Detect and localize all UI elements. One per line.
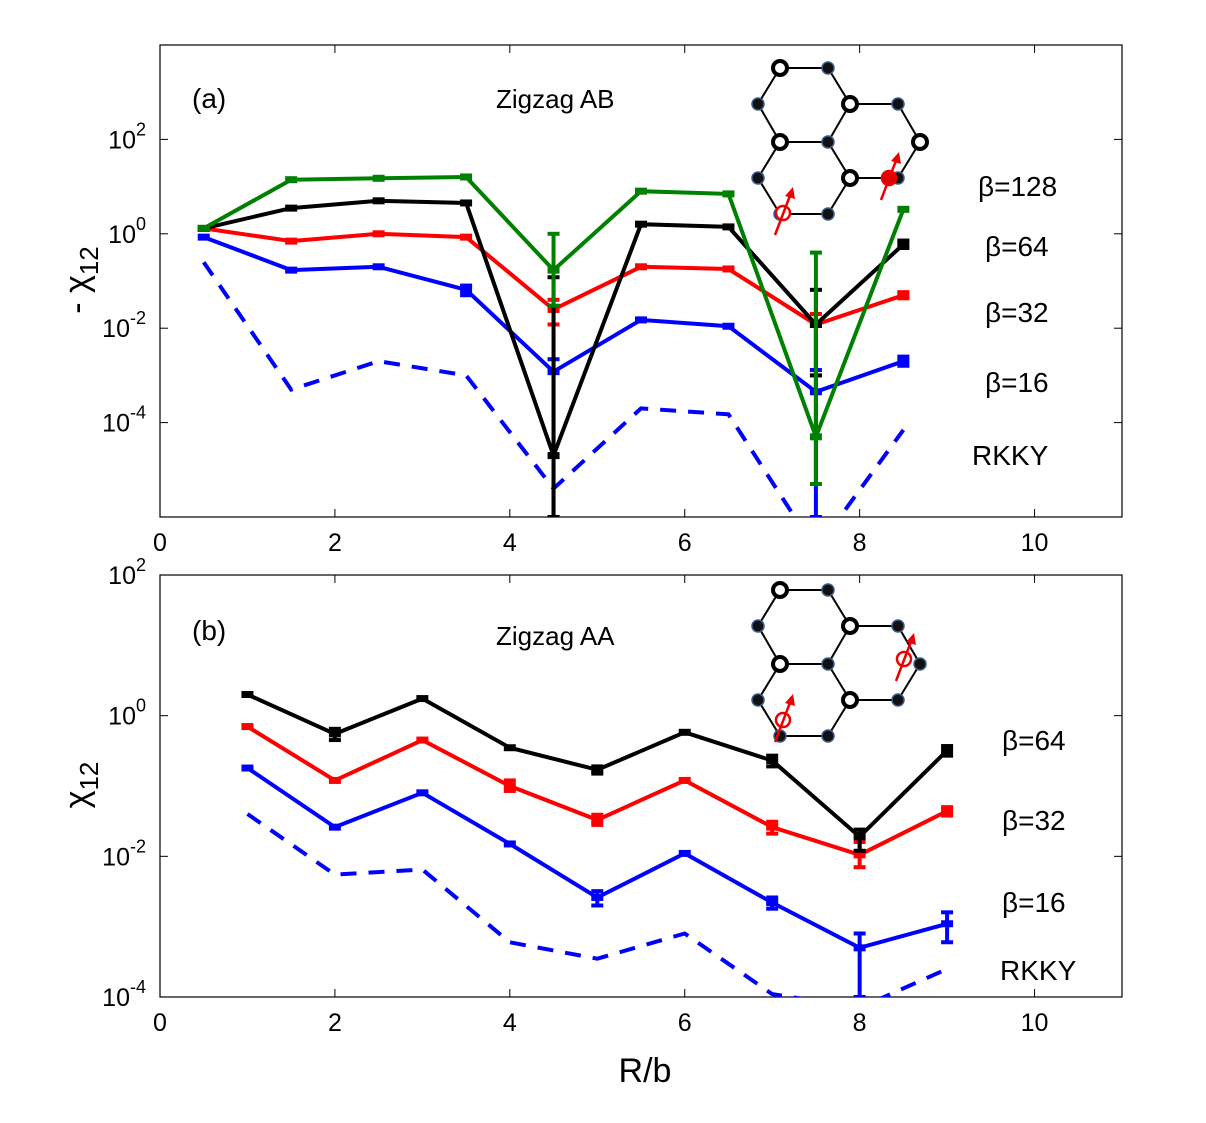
panel-a-ticks: 0 2 4 6 8 10 10-4 10-2 100 102 (102, 45, 1122, 557)
panel-a-tag: (a) (192, 83, 226, 114)
lattice-site-open (841, 169, 859, 187)
spin-arrow-head (906, 633, 916, 645)
panel-a-series (197, 173, 910, 517)
lattice-inset-ab (751, 59, 929, 236)
lattice-site-filled (891, 97, 905, 111)
x-tick-label: 4 (503, 1009, 517, 1037)
panel-a-title: Zigzag AB (496, 84, 615, 114)
lattice-site-filled (913, 657, 927, 671)
lattice-site-filled (751, 171, 765, 185)
x-tick-label: 6 (678, 1009, 692, 1037)
x-tick-label: 10 (1021, 529, 1049, 557)
panel-b-ylabel-prefix: χ (58, 790, 96, 808)
lattice-site-filled (821, 207, 835, 221)
lattice-site-filled (751, 693, 765, 707)
lattice-bond (757, 699, 781, 737)
x-tick-label: 2 (328, 529, 342, 557)
lattice-site-open (841, 617, 859, 635)
panel-a: 0 2 4 6 8 10 10-4 10-2 100 102 (a) Zigzag AB - χ1… (58, 44, 1123, 557)
panel-a-ylabel-sub: 12 (74, 246, 104, 275)
y-tick-label: 102 (108, 119, 146, 154)
lattice-site-filled (821, 583, 835, 597)
panel-b-legend-rkky: RKKY (1000, 955, 1077, 986)
lattice-site-open (911, 133, 929, 151)
lattice-site-open (841, 95, 859, 113)
lattice-site-filled (821, 61, 835, 75)
lattice-inset-aa (751, 581, 927, 743)
lattice-site-open (771, 133, 789, 151)
lattice-site-open (771, 655, 789, 673)
panel-b-legend-beta16: β=16 (1002, 887, 1066, 918)
lattice-bond (757, 177, 781, 215)
x-tick-label: 8 (853, 1009, 867, 1037)
lattice-site-filled (821, 729, 835, 743)
panel-a-legend-beta16: β=16 (985, 367, 1049, 398)
y-tick-label: 10-4 (102, 977, 146, 1012)
x-tick-label: 0 (153, 1009, 167, 1037)
lattice-site-filled (891, 693, 905, 707)
y-tick-label: 10-2 (102, 308, 146, 343)
x-tick-label: 2 (328, 1009, 342, 1037)
panel-a-ylabel: - χ12 (58, 246, 104, 314)
panel-b-ylabel: χ12 (58, 762, 104, 809)
series--64 (241, 690, 954, 853)
panel-b-xlabel: R/b (619, 1052, 672, 1090)
lattice-bond (897, 663, 921, 701)
panel-a-ylabel-prefix: - χ (58, 275, 96, 314)
panel-a-legend-beta128: β=128 (978, 171, 1057, 202)
spin-arrow (773, 699, 793, 743)
lattice-site-open (771, 581, 789, 599)
lattice-site-filled (751, 97, 765, 111)
y-tick-label: 100 (108, 214, 146, 249)
x-tick-label: 0 (153, 529, 167, 557)
spin-arrow-head (785, 187, 795, 199)
panel-b-ticks: 0 2 4 6 8 10 10-4 10-2 100 102 (102, 555, 1122, 1037)
series--16 (241, 764, 954, 997)
spin-arrow-head (891, 152, 901, 164)
x-tick-label: 6 (678, 529, 692, 557)
series--128 (197, 173, 910, 487)
y-tick-label: 10-4 (102, 403, 146, 438)
panel-a-legend-beta64: β=64 (985, 231, 1049, 262)
lattice-site-filled (891, 619, 905, 633)
panel-b-ylabel-sub: 12 (74, 762, 104, 791)
panel-a-frame (159, 44, 1123, 518)
lattice-site-filled (821, 657, 835, 671)
x-tick-label: 8 (853, 529, 867, 557)
panel-b-legend: β=64 β=32 β=16 RKKY (1000, 725, 1077, 986)
lattice-site-open (841, 691, 859, 709)
panel-b-series (241, 690, 954, 997)
series-rkky (246, 812, 948, 997)
panel-a-legend-beta32: β=32 (985, 297, 1049, 328)
y-tick-label: 100 (108, 696, 146, 731)
series--32 (241, 723, 954, 870)
y-tick-label: 10-2 (102, 836, 146, 871)
panel-a-legend: β=128 β=64 β=32 β=16 RKKY (972, 171, 1057, 471)
spin-arrow (894, 638, 914, 682)
panel-b-title: Zigzag AA (496, 621, 615, 651)
y-tick-label: 102 (108, 555, 146, 590)
spin-arrow (879, 157, 899, 201)
spin-arrow (773, 192, 793, 236)
panel-a-legend-rkky: RKKY (972, 440, 1049, 471)
panel-b-legend-beta32: β=32 (1002, 805, 1066, 836)
panel-b-frame (159, 574, 1123, 998)
lattice-site-filled (821, 135, 835, 149)
x-tick-label: 4 (503, 529, 517, 557)
panel-b-legend-beta64: β=64 (1002, 725, 1066, 756)
panel-b-tag: (b) (192, 615, 226, 646)
lattice-site-filled (751, 619, 765, 633)
lattice-site-open (771, 59, 789, 77)
spin-arrow-head (785, 694, 795, 706)
series-line (246, 812, 948, 997)
x-tick-label: 10 (1021, 1009, 1049, 1037)
